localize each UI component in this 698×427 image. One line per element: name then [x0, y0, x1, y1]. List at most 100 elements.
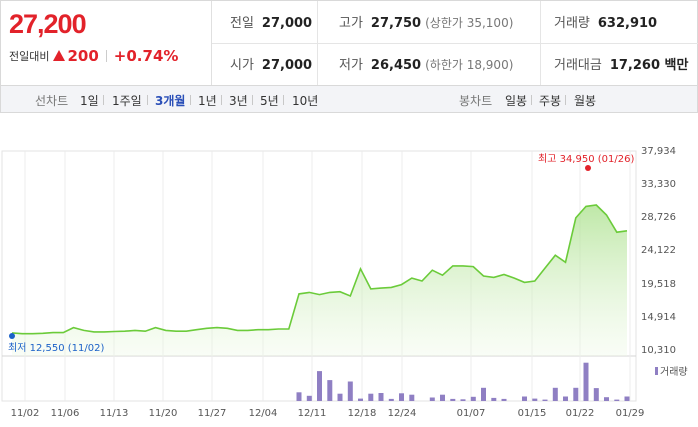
- volume-label: 거래량: [554, 16, 590, 31]
- volume-bar: [347, 381, 353, 401]
- y-tick-label: 19,518: [641, 279, 676, 290]
- y-tick-label: 33,330: [641, 179, 676, 190]
- volume-bar: [399, 393, 404, 401]
- divider: [221, 95, 222, 105]
- high-price: 고가 27,750 (상한가 35,100): [339, 12, 513, 31]
- x-tick-label: 11/20: [149, 408, 178, 419]
- volume-bar: [573, 387, 579, 401]
- current-price-box: 27,200 전일대비 200 +0.74%: [1, 1, 212, 85]
- line-chart-label: 선차트: [35, 94, 69, 108]
- current-price: 27,200: [9, 9, 87, 39]
- candle-daily[interactable]: 일봉: [505, 94, 528, 108]
- volume-bar: [614, 399, 620, 401]
- period-1d[interactable]: 1일: [80, 94, 99, 108]
- x-tick-label: 12/18: [348, 408, 377, 419]
- trade-amount-value: 17,260 백만: [609, 58, 689, 73]
- period-5y[interactable]: 5년: [260, 94, 279, 108]
- x-tick-label: 11/02: [11, 408, 40, 419]
- change-label: 전일대비: [9, 50, 50, 63]
- volume-bar: [409, 394, 415, 401]
- trade-amount-label: 거래대금: [554, 58, 602, 73]
- low-label: 저가: [339, 58, 363, 73]
- divider: [317, 1, 318, 85]
- volume-bar: [388, 398, 394, 401]
- volume-legend-label: 거래량: [660, 366, 688, 378]
- volume-bar: [501, 398, 507, 401]
- volume-bar: [337, 393, 343, 401]
- volume-bar: [563, 396, 568, 401]
- change-value: 200: [67, 47, 99, 65]
- period-3y[interactable]: 3년: [229, 94, 248, 108]
- y-tick-label: 10,310: [641, 345, 676, 356]
- volume-bar: [593, 388, 599, 401]
- price-line: [11, 204, 628, 335]
- volume-bar: [470, 396, 476, 401]
- y-tick-label: 28,726: [641, 212, 676, 223]
- volume: 거래량 632,910: [554, 12, 657, 31]
- divider: [103, 95, 104, 105]
- volume-bar: [522, 396, 527, 401]
- volume-bar: [624, 396, 630, 401]
- y-tick-label: 37,934: [641, 146, 676, 157]
- x-tick-label: 01/29: [616, 408, 645, 419]
- volume-bar: [542, 399, 548, 401]
- divider: [252, 95, 253, 105]
- open-label: 시가: [230, 58, 254, 73]
- period-1w[interactable]: 1주일: [112, 94, 142, 108]
- divider: [190, 95, 191, 105]
- low-value: 26,450: [370, 58, 422, 73]
- volume-bar: [440, 394, 445, 401]
- y-tick-label: 14,914: [641, 312, 676, 323]
- quote-summary: 27,200 전일대비 200 +0.74% 전일 27,000 시가 27,0…: [0, 0, 698, 86]
- prev-close-label: 전일: [230, 16, 254, 31]
- divider: [105, 50, 107, 62]
- y-tick-label: 24,122: [641, 245, 676, 256]
- volume-bar: [327, 380, 333, 401]
- divider: [531, 95, 532, 105]
- volume-bar: [368, 393, 374, 401]
- volume-bar: [604, 397, 609, 401]
- volume-legend-swatch: [655, 367, 658, 375]
- lower-limit: (하한가 18,900): [425, 58, 514, 72]
- prev-close: 전일 27,000: [230, 12, 312, 31]
- low-price: 저가 26,450 (하한가 18,900): [339, 54, 513, 73]
- period-3m[interactable]: 3개월: [155, 94, 186, 108]
- candle-chart-label: 봉차트: [459, 94, 493, 108]
- x-tick-label: 11/27: [198, 408, 227, 419]
- volume-bar: [378, 393, 384, 401]
- change-row: 전일대비 200 +0.74%: [9, 47, 178, 65]
- divider: [147, 95, 148, 105]
- low-annotation: 최저 12,550 (11/02): [8, 342, 104, 354]
- x-tick-label: 01/22: [566, 408, 595, 419]
- divider: [565, 95, 566, 105]
- volume-bar: [481, 387, 486, 401]
- high-annotation: 최고 34,950 (01/26): [538, 153, 634, 165]
- volume-bar: [296, 392, 302, 401]
- up-triangle-icon: [53, 50, 66, 61]
- open-price: 시가 27,000: [230, 54, 312, 73]
- high-marker: [585, 165, 591, 171]
- candle-monthly[interactable]: 월봉: [574, 94, 597, 108]
- period-10y[interactable]: 10년: [292, 94, 319, 108]
- divider: [540, 1, 541, 85]
- open-value: 27,000: [261, 58, 313, 73]
- volume-bar: [552, 387, 558, 401]
- volume-bar: [306, 395, 312, 401]
- upper-limit: (상한가 35,100): [425, 16, 514, 30]
- x-tick-label: 01/15: [518, 408, 547, 419]
- trade-amount: 거래대금 17,260 백만: [554, 54, 688, 73]
- volume-bar: [450, 398, 456, 401]
- x-tick-label: 01/07: [457, 408, 486, 419]
- volume-bar: [532, 398, 538, 401]
- high-value: 27,750: [370, 16, 422, 31]
- x-tick-label: 12/04: [249, 408, 278, 419]
- chart-toolbar: 선차트 1일 1주일 3개월 1년 3년 5년 10년 봉차트 일봉 주봉 월봉: [0, 86, 698, 113]
- volume-bar: [429, 397, 435, 401]
- candle-weekly[interactable]: 주봉: [539, 94, 562, 108]
- divider: [212, 43, 698, 44]
- period-1y[interactable]: 1년: [198, 94, 217, 108]
- price-area: [12, 205, 627, 356]
- low-marker: [9, 333, 15, 339]
- prev-close-value: 27,000: [261, 16, 313, 31]
